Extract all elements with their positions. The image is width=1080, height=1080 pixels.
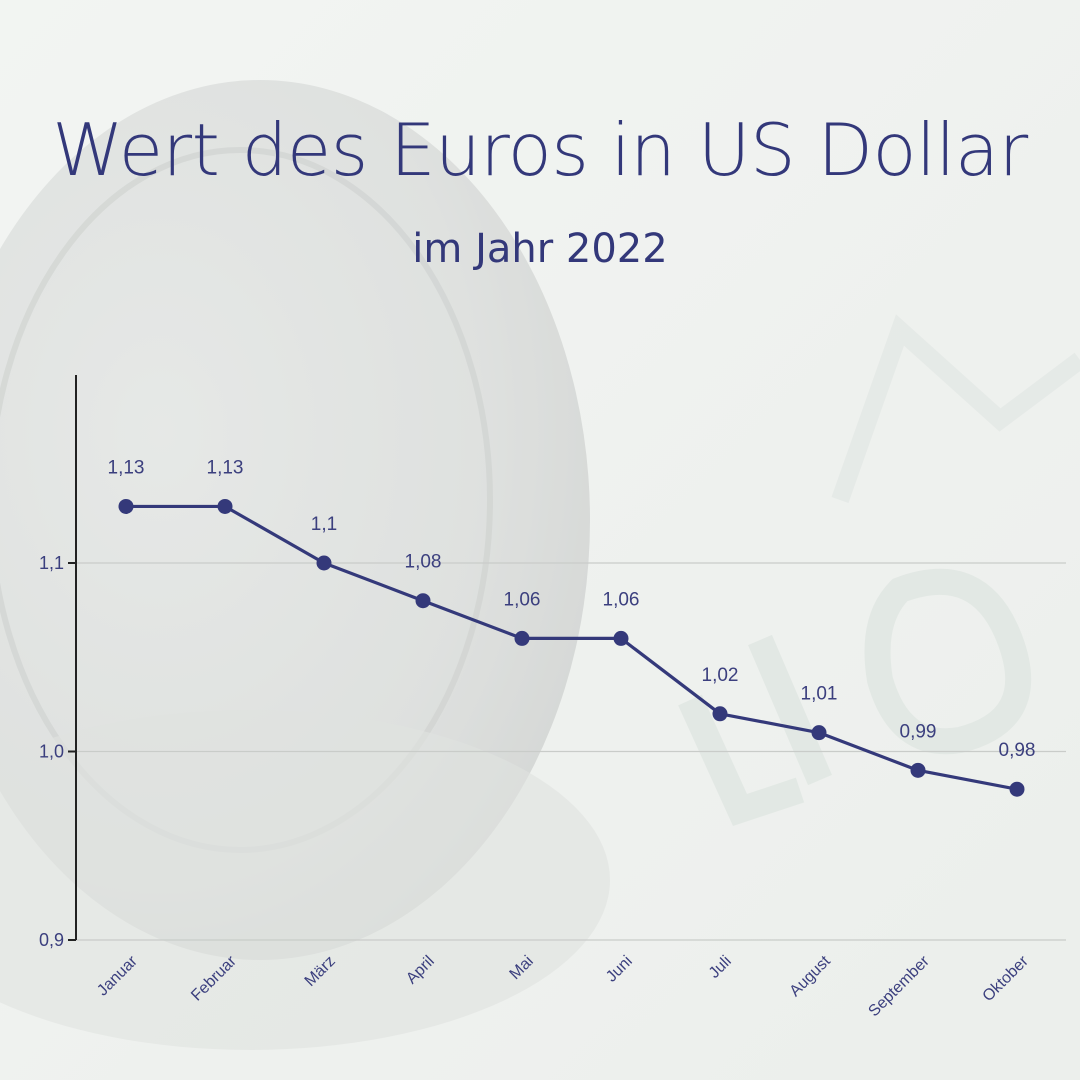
data-point [514,630,530,646]
data-label: 1,1 [311,514,337,535]
x-category-label: September [865,952,933,1020]
data-label: 1,01 [801,684,838,705]
data-point [118,498,134,514]
chart-subtitle: im Jahr 2022 [412,226,668,272]
data-label: 1,13 [108,457,145,478]
data-label: 1,08 [405,552,442,573]
series-line [126,504,1018,791]
x-category-label: Februar [188,952,240,1004]
data-point [217,498,233,514]
y-tick-label: 0,9 [39,930,64,950]
data-point [811,725,827,741]
x-category-label: August [787,952,835,1000]
data-point [613,630,629,646]
data-label: 1,02 [702,665,739,686]
y-tick-label: 1,1 [39,553,64,573]
data-label: 0,99 [900,721,937,742]
data-point [712,706,728,722]
data-point [316,555,332,571]
x-category-label: Januar [94,952,141,999]
x-category-label: Oktober [980,952,1033,1005]
data-point [1009,781,1025,797]
data-point [415,593,431,609]
x-category-label: März [302,953,339,990]
x-category-label: Juli [706,953,735,982]
x-category-label: April [403,953,438,988]
data-point [910,762,926,778]
data-label: 1,06 [504,589,541,610]
x-category-label: Mai [507,953,537,983]
data-label: 1,13 [207,457,244,478]
x-category-label: Juni [603,953,636,986]
chart-title: Wert des Euros in US Dollar [52,108,1028,192]
data-label: 1,06 [603,589,640,610]
y-tick-label: 1,0 [39,742,64,762]
data-label: 0,98 [999,740,1036,761]
